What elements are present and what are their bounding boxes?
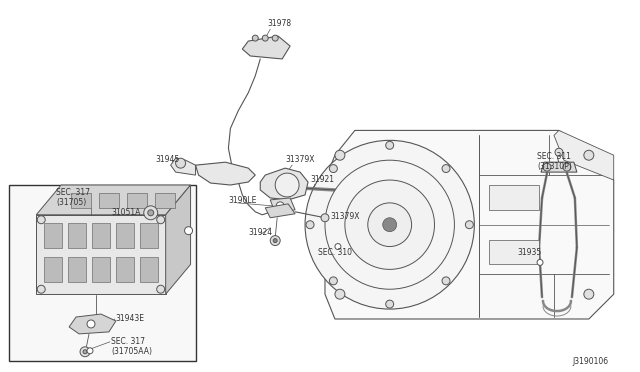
Polygon shape (265, 204, 295, 218)
Polygon shape (116, 257, 134, 282)
Circle shape (442, 277, 450, 285)
Text: (31705AA): (31705AA) (111, 347, 152, 356)
Polygon shape (171, 158, 196, 175)
Circle shape (87, 320, 95, 328)
Text: 31945: 31945 (156, 155, 180, 164)
Polygon shape (69, 314, 116, 334)
Circle shape (563, 163, 571, 171)
Text: SEC. 317: SEC. 317 (56, 188, 90, 197)
Circle shape (305, 140, 474, 309)
Circle shape (80, 347, 90, 357)
Text: 31924: 31924 (248, 228, 273, 237)
Circle shape (283, 181, 291, 189)
Circle shape (37, 285, 45, 293)
Polygon shape (489, 185, 539, 210)
Circle shape (272, 35, 278, 41)
Text: 31943E: 31943E (116, 314, 145, 323)
Polygon shape (44, 223, 62, 247)
Text: (31705): (31705) (56, 198, 86, 207)
Text: 31935: 31935 (517, 247, 541, 257)
Circle shape (87, 348, 93, 354)
Polygon shape (140, 223, 157, 247)
Circle shape (175, 158, 186, 168)
Text: 31978: 31978 (268, 19, 291, 28)
Polygon shape (10, 185, 196, 361)
Circle shape (543, 163, 551, 171)
Polygon shape (127, 193, 147, 208)
Text: (31310P): (31310P) (537, 162, 572, 171)
Polygon shape (36, 215, 166, 294)
Text: SEC. 310: SEC. 310 (318, 247, 352, 257)
Polygon shape (541, 162, 577, 172)
Circle shape (270, 235, 280, 246)
Polygon shape (68, 257, 86, 282)
Circle shape (335, 150, 345, 160)
Polygon shape (36, 185, 191, 215)
Circle shape (273, 238, 277, 243)
Polygon shape (116, 223, 134, 247)
Circle shape (584, 289, 594, 299)
Circle shape (335, 244, 341, 250)
Circle shape (325, 160, 454, 289)
Polygon shape (68, 223, 86, 247)
Text: SEC. 317: SEC. 317 (111, 337, 145, 346)
Circle shape (465, 221, 474, 229)
Circle shape (184, 227, 193, 235)
Circle shape (386, 300, 394, 308)
Polygon shape (554, 131, 614, 180)
Circle shape (262, 35, 268, 41)
Text: 31379X: 31379X (285, 155, 315, 164)
Polygon shape (270, 198, 295, 213)
Polygon shape (44, 257, 62, 282)
Circle shape (386, 141, 394, 149)
Circle shape (537, 259, 543, 265)
Text: 31379X: 31379X (330, 212, 360, 221)
Polygon shape (140, 257, 157, 282)
Polygon shape (155, 193, 175, 208)
Circle shape (321, 214, 329, 222)
Circle shape (157, 216, 164, 224)
Circle shape (157, 285, 164, 293)
Polygon shape (243, 36, 290, 59)
Circle shape (345, 180, 435, 269)
Circle shape (83, 350, 87, 354)
Polygon shape (196, 162, 255, 185)
Circle shape (368, 203, 412, 247)
Circle shape (383, 218, 397, 232)
Polygon shape (325, 131, 614, 319)
Circle shape (555, 148, 563, 156)
Polygon shape (260, 168, 308, 200)
Text: 3190LE: 3190LE (228, 196, 257, 205)
Polygon shape (92, 223, 110, 247)
Circle shape (335, 289, 345, 299)
Text: SEC. 311: SEC. 311 (537, 152, 571, 161)
Polygon shape (489, 240, 539, 264)
Circle shape (276, 202, 284, 210)
Circle shape (442, 164, 450, 173)
Circle shape (37, 216, 45, 224)
Circle shape (584, 150, 594, 160)
Circle shape (306, 221, 314, 229)
Text: 31921: 31921 (310, 175, 334, 184)
Circle shape (148, 210, 154, 216)
Circle shape (275, 173, 299, 197)
Circle shape (330, 164, 337, 173)
Circle shape (330, 277, 337, 285)
Polygon shape (99, 193, 119, 208)
Polygon shape (92, 257, 110, 282)
Circle shape (252, 35, 259, 41)
Circle shape (144, 206, 157, 220)
Text: 31051A: 31051A (111, 208, 140, 217)
Text: J3190106: J3190106 (573, 357, 609, 366)
Polygon shape (166, 185, 191, 294)
Polygon shape (71, 193, 91, 208)
